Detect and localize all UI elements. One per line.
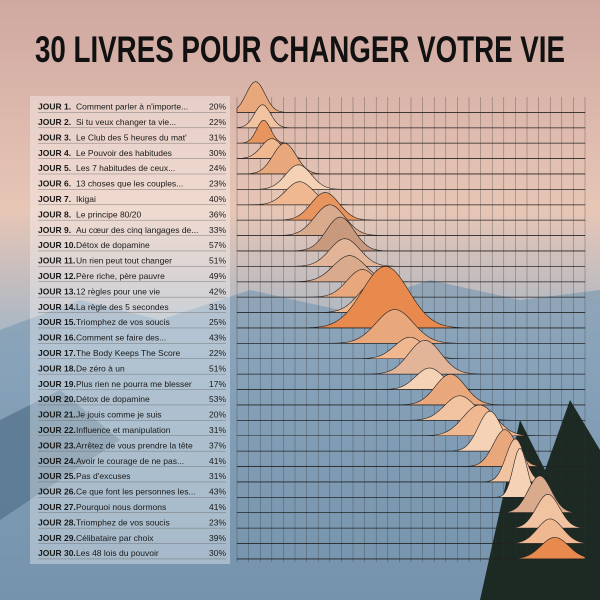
percentage: 42% <box>209 286 226 296</box>
book-title: Le Club des 5 heures du mat' <box>76 132 187 142</box>
book-title: Ce que font les personnes les... <box>76 487 196 497</box>
book-title: Je jouis comme je suis <box>76 410 162 420</box>
book-title: Célibataire par choix <box>76 533 154 543</box>
percentage: 22% <box>209 348 226 358</box>
day-label: JOUR 24. <box>38 456 76 466</box>
day-label: JOUR 6. <box>38 179 71 189</box>
percentage: 20% <box>209 410 226 420</box>
percentage: 37% <box>209 440 226 450</box>
percentage: 17% <box>209 379 226 389</box>
day-label: JOUR 2. <box>38 117 71 127</box>
day-label: JOUR 14. <box>38 302 76 312</box>
day-label: JOUR 5. <box>38 163 71 173</box>
book-title: Triomphez de vos soucis <box>76 517 170 527</box>
percentage: 30% <box>209 148 226 158</box>
title: 30 LIVRES POUR CHANGER VOTRE VIE <box>35 29 565 70</box>
book-title: Influence et manipulation <box>76 425 171 435</box>
percentage: 41% <box>209 456 226 466</box>
mountains <box>0 390 120 520</box>
percentage: 43% <box>209 333 226 343</box>
percentage: 22% <box>209 117 226 127</box>
percentage: 43% <box>209 487 226 497</box>
percentage: 39% <box>209 533 226 543</box>
book-title: Arrêtez de vous prendre la tête <box>76 440 193 450</box>
percentage: 53% <box>209 394 226 404</box>
book-title: The Body Keeps The Score <box>76 348 181 358</box>
percentage: 40% <box>209 194 226 204</box>
day-label: JOUR 23. <box>38 440 76 450</box>
day-label: JOUR 12. <box>38 271 76 281</box>
book-title: Ikigai <box>76 194 96 204</box>
book-title: 13 choses que les couples... <box>76 179 183 189</box>
percentage: 49% <box>209 271 226 281</box>
day-label: JOUR 17. <box>38 348 76 358</box>
book-title: Les 48 lois du pouvoir <box>76 548 159 558</box>
percentage: 31% <box>209 302 226 312</box>
book-title: Détox de dopamine <box>76 240 150 250</box>
book-title: Plus rien ne pourra me blesser <box>76 379 192 389</box>
day-label: JOUR 18. <box>38 363 76 373</box>
book-title: Comment se faire des... <box>76 333 166 343</box>
percentage: 51% <box>209 363 226 373</box>
percentage: 31% <box>209 425 226 435</box>
day-label: JOUR 11. <box>38 256 75 266</box>
day-label: JOUR 26. <box>38 487 76 497</box>
percentage: 31% <box>209 471 226 481</box>
percentage: 51% <box>209 256 226 266</box>
percentage: 33% <box>209 225 226 235</box>
day-label: JOUR 22. <box>38 425 76 435</box>
book-title: Si tu veux changer ta vie... <box>76 117 176 127</box>
book-title: Le Pouvoir des habitudes <box>76 148 172 158</box>
day-label: JOUR 30. <box>38 548 76 558</box>
percentage: 36% <box>209 209 226 219</box>
day-label: JOUR 28. <box>38 517 76 527</box>
day-label: JOUR 4. <box>38 148 71 158</box>
book-title: Triomphez de vos soucis <box>76 317 170 327</box>
book-title: Au cœur des cinq langages de... <box>76 225 198 235</box>
book-title: Les 7 habitudes de ceux... <box>76 163 175 173</box>
book-title: Pas d'excuses <box>76 471 131 481</box>
day-label: JOUR 7. <box>38 194 71 204</box>
day-label: JOUR 8. <box>38 209 71 219</box>
percentage: 30% <box>209 548 226 558</box>
percentage: 24% <box>209 163 226 173</box>
book-title: Un rien peut tout changer <box>76 256 172 266</box>
percentage: 31% <box>209 132 226 142</box>
day-label: JOUR 25. <box>38 471 76 481</box>
day-label: JOUR 19. <box>38 379 76 389</box>
day-label: JOUR 1. <box>38 102 71 112</box>
mountains <box>0 280 600 600</box>
book-title: Le principe 80/20 <box>76 209 141 219</box>
day-label: JOUR 3. <box>38 132 71 142</box>
percentage: 41% <box>209 502 226 512</box>
day-label: JOUR 20. <box>38 394 76 404</box>
day-label: JOUR 15. <box>38 317 76 327</box>
day-label: JOUR 27. <box>38 502 76 512</box>
day-label: JOUR 16. <box>38 333 76 343</box>
book-title: Pourquoi nous dormons <box>76 502 166 512</box>
book-title: 12 règles pour une vie <box>76 286 160 296</box>
book-title: Comment parler à n'importe... <box>76 102 188 112</box>
book-title: Détox de dopamine <box>76 394 150 404</box>
percentage: 23% <box>209 517 226 527</box>
day-label: JOUR 10. <box>38 240 76 250</box>
percentage: 23% <box>209 179 226 189</box>
day-label: JOUR 21. <box>38 410 76 420</box>
percentage: 25% <box>209 317 226 327</box>
day-label: JOUR 13. <box>38 286 76 296</box>
book-title: Avoir le courage de ne pas... <box>76 456 184 466</box>
book-title: De zéro à un <box>76 363 125 373</box>
book-title: La règle des 5 secondes <box>76 302 169 312</box>
book-title: Père riche, père pauvre <box>76 271 165 281</box>
day-label: JOUR 9. <box>38 225 71 235</box>
percentage: 20% <box>209 102 226 112</box>
day-label: JOUR 29. <box>38 533 76 543</box>
percentage: 57% <box>209 240 226 250</box>
